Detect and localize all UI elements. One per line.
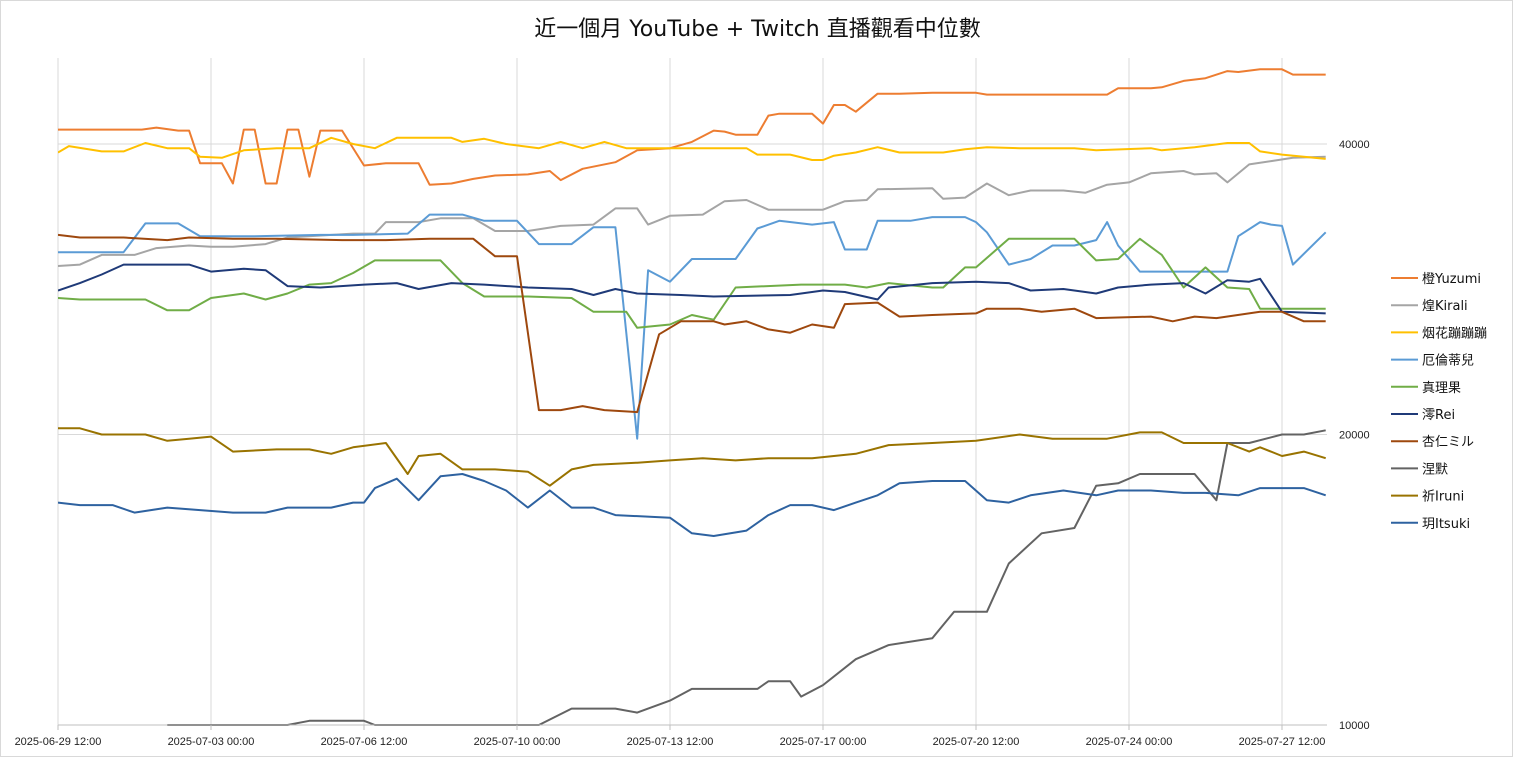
grid-layer <box>57 58 1327 726</box>
legend-label: 煌Kirali <box>1422 299 1468 314</box>
series-line-8 <box>167 429 1326 726</box>
series-line-2 <box>58 155 1326 267</box>
series-line-3 <box>58 136 1326 161</box>
y-tick-label: 20000 <box>1339 430 1370 442</box>
series-line-5 <box>58 237 1326 329</box>
y-tick-label: 10000 <box>1339 720 1370 732</box>
x-tick-label: 2025-07-03 00:00 <box>168 736 255 748</box>
series-line-6 <box>58 263 1326 315</box>
x-tick-label: 2025-07-24 00:00 <box>1086 736 1173 748</box>
x-tick-label: 2025-07-06 12:00 <box>321 736 408 748</box>
axis-layer: 2025-06-29 12:00 2025-07-03 00:00 2025-07-… <box>15 139 1370 748</box>
legend-label: 烟花蹦蹦蹦 <box>1422 325 1487 341</box>
legend-label: 厄倫蒂兒 <box>1422 354 1474 369</box>
series-line-10 <box>58 473 1327 537</box>
x-tick-label: 2025-07-27 12:00 <box>1239 736 1326 748</box>
series-line-4 <box>58 213 1327 440</box>
x-tick-label: 2025-07-20 12:00 <box>933 736 1020 748</box>
x-tick-label: 2025-07-13 12:00 <box>627 736 714 748</box>
x-tick-label: 2025-06-29 12:00 <box>15 736 102 748</box>
legend-label: 橙Yuzumi <box>1422 272 1481 287</box>
series-layer <box>58 68 1327 726</box>
series-line-1 <box>58 68 1326 186</box>
y-tick-label: 40000 <box>1339 139 1370 151</box>
legend-label: 真理果 <box>1422 381 1461 396</box>
legend-label: 杏仁ミル <box>1422 435 1474 450</box>
x-tick-label: 2025-07-10 00:00 <box>474 736 561 748</box>
series-line-7 <box>58 233 1326 414</box>
legend-label: 祈Iruni <box>1422 490 1464 505</box>
chart-title: 近一個月 YouTube + Twitch 直播觀看中位數 <box>534 17 981 42</box>
legend-label: 澪Rei <box>1422 408 1455 423</box>
x-tick-label: 2025-07-17 00:00 <box>780 736 867 748</box>
legend-label: 玥Itsuki <box>1422 517 1470 532</box>
series-line-9 <box>58 427 1326 487</box>
legend-label: 涅默 <box>1422 461 1448 477</box>
